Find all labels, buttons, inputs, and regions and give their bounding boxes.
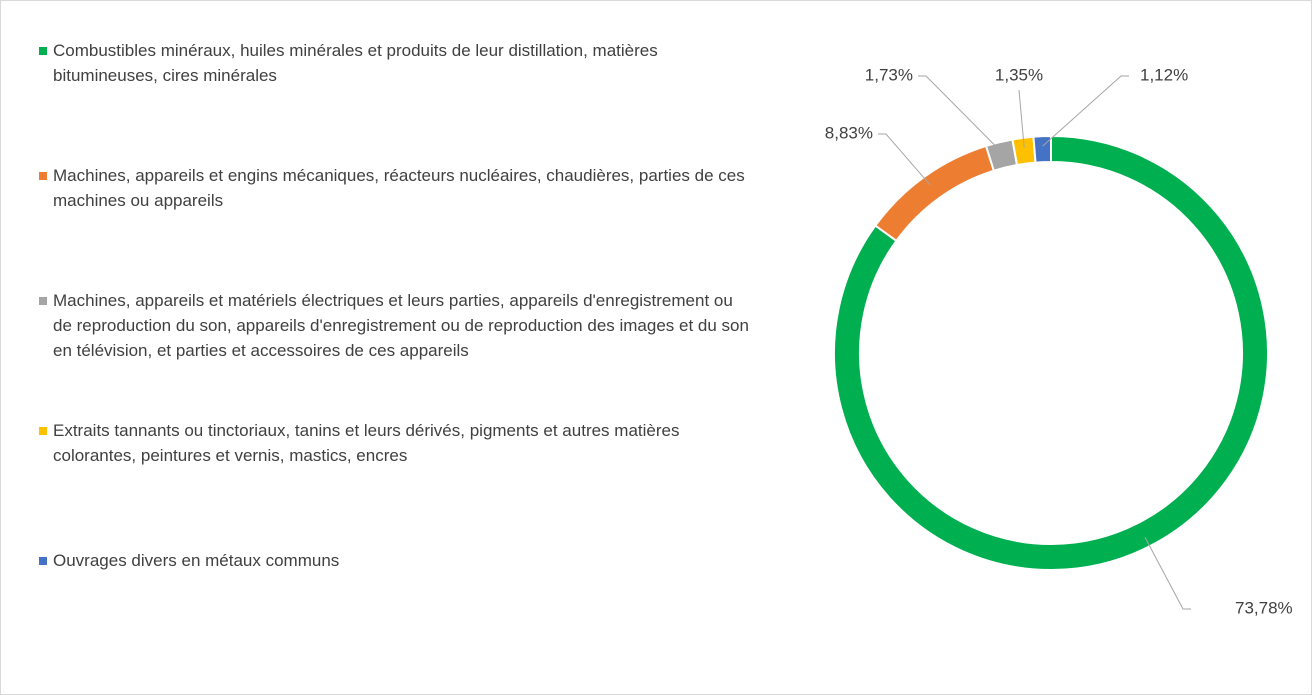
legend-swatch [39, 557, 47, 565]
legend-swatch [39, 427, 47, 435]
leader-line [878, 133, 931, 186]
legend-label: Extraits tannants ou tinctoriaux, tanins… [53, 421, 680, 465]
legend-label: Combustibles minéraux, huiles minérales … [53, 41, 658, 85]
leader-line [1018, 89, 1025, 148]
legend-item: Extraits tannants ou tinctoriaux, tanins… [39, 418, 753, 468]
donut-slice [833, 134, 1269, 571]
legend-swatch [39, 47, 47, 55]
legend-swatch [39, 297, 47, 305]
data-label: 73,78% [1235, 598, 1293, 617]
leader-line [918, 75, 1002, 153]
legend-label: Machines, appareils et engins mécaniques… [53, 166, 745, 210]
leader-line [1042, 75, 1129, 147]
legend-item: Machines, appareils et matériels électri… [39, 288, 753, 363]
data-label: 1,73% [865, 65, 913, 84]
data-label: 1,35% [995, 65, 1043, 84]
legend-item: Ouvrages divers en métaux communs [39, 548, 753, 573]
donut-slice [873, 144, 996, 243]
data-label: 1,12% [1140, 65, 1188, 84]
legend-label: Ouvrages divers en métaux communs [53, 551, 340, 570]
data-label: 8,83% [825, 123, 873, 142]
donut-slice [1032, 134, 1052, 164]
legend-swatch [39, 172, 47, 180]
legend-item: Combustibles minéraux, huiles minérales … [39, 38, 753, 88]
legend-item: Machines, appareils et engins mécaniques… [39, 163, 753, 213]
leader-line [1144, 537, 1191, 610]
legend-label: Machines, appareils et matériels électri… [53, 291, 749, 360]
